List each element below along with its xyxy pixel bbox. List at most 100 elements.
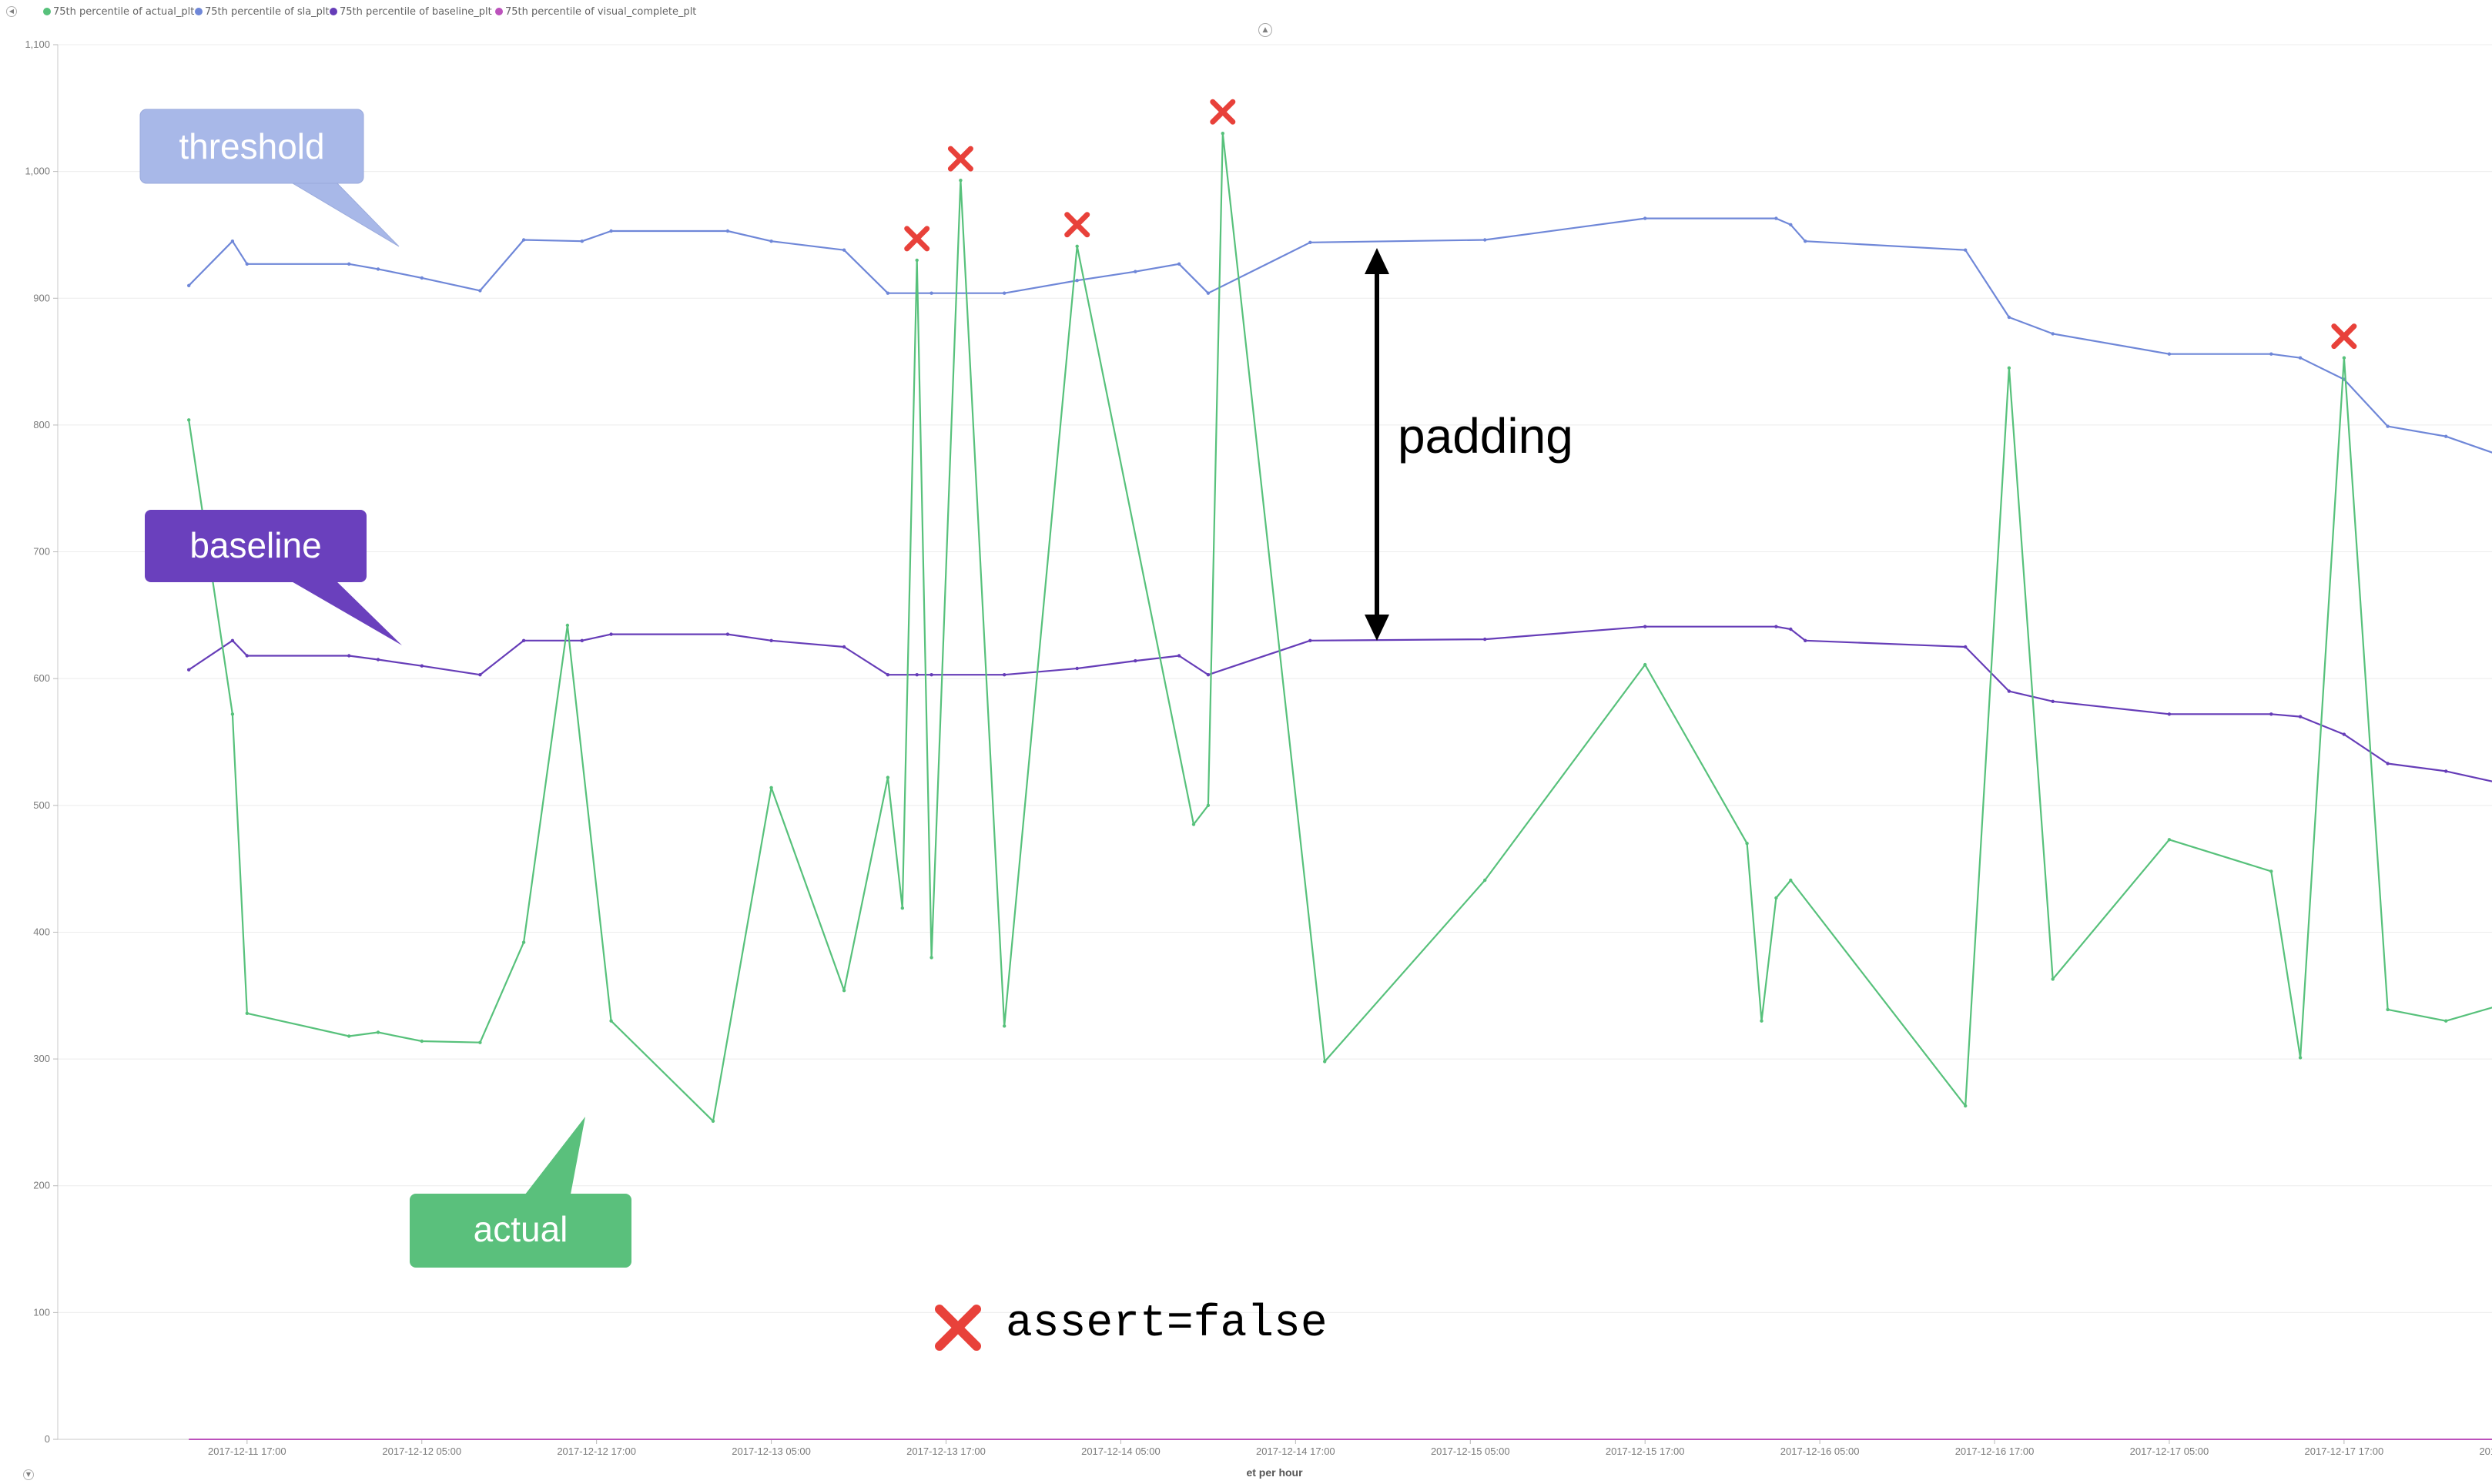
data-point-actual-plt [769, 786, 773, 789]
red-x-stroke [1064, 212, 1090, 238]
red-x-stroke [947, 146, 973, 172]
legend-collapse-icon[interactable]: ◀ [6, 6, 17, 17]
series-lines [187, 132, 2492, 1440]
data-point-actual-plt [842, 989, 846, 993]
red-x-icon [904, 226, 930, 252]
red-x-icon [1064, 212, 1090, 238]
chevron-down-icon[interactable]: ▼ [23, 1469, 34, 1480]
baseline-callout: baseline [145, 510, 402, 645]
data-point-baseline-plt [929, 673, 933, 677]
legend-item-actual[interactable]: 75th percentile of actual_plt [43, 6, 194, 18]
data-point-sla-plt [1964, 248, 1968, 252]
data-point-sla-plt [2298, 356, 2303, 360]
actual-callout-pointer [522, 1117, 585, 1198]
data-point-baseline-plt [886, 673, 890, 677]
fail-markers [904, 99, 2357, 350]
data-point-actual-plt [886, 775, 890, 779]
data-point-sla-plt [1206, 291, 1211, 295]
baseline-callout-label: baseline [189, 525, 321, 565]
x-tick-label: 2017-12-13 17:00 [906, 1445, 986, 1457]
data-point-sla-plt [886, 291, 890, 295]
legend-item-baseline[interactable]: 75th percentile of baseline_plt [330, 6, 492, 18]
threshold-callout-pointer [283, 178, 400, 247]
data-point-baseline-plt [2051, 699, 2055, 703]
y-tick-label: 800 [33, 419, 50, 430]
data-point-sla-plt [1774, 216, 1778, 220]
data-point-baseline-plt [1177, 654, 1181, 658]
red-x-icon [2331, 323, 2357, 350]
data-point-baseline-plt [1804, 638, 1807, 642]
legend-label-baseline: 75th percentile of baseline_plt [340, 6, 492, 18]
assert-false-label: assert=false [1006, 1299, 1328, 1349]
data-point-baseline-plt [1483, 637, 1487, 642]
x-axis: 2017-12-11 17:00 2017-12-12 05:00 2017-12-… [58, 1439, 2492, 1457]
data-point-actual-plt [1964, 1104, 1968, 1108]
chevron-up-icon[interactable]: ▲ [1258, 23, 1272, 37]
data-point-sla-plt [376, 267, 380, 271]
data-point-baseline-plt [842, 645, 846, 649]
data-point-baseline-plt [1964, 645, 1968, 649]
legend-item-visual-complete[interactable]: 75th percentile of visual_complete_plt [495, 6, 696, 18]
legend: ◀ 75th percentile of actual_plt 75th per… [0, 0, 924, 23]
data-point-sla-plt [580, 240, 584, 243]
y-tick-label: 200 [33, 1180, 50, 1191]
x-tick-label: 2017-12-15 05:00 [1431, 1445, 1510, 1457]
threshold-callout-label: threshold [179, 126, 324, 166]
y-tick-label: 500 [33, 799, 50, 811]
legend-dot-visual-complete [495, 8, 503, 15]
data-point-actual-plt [347, 1034, 351, 1038]
x-tick-label: 2017-12-11 17:00 [208, 1445, 286, 1457]
data-point-baseline-plt [2167, 712, 2172, 716]
x-tick-label: 2017-12-16 17:00 [1955, 1445, 2035, 1457]
legend-dot-baseline [330, 8, 337, 15]
data-point-sla-plt [230, 240, 235, 243]
data-point-sla-plt [842, 248, 846, 252]
data-point-actual-plt [2167, 838, 2172, 842]
data-point-sla-plt [1804, 240, 1807, 243]
data-point-actual-plt [2386, 1007, 2390, 1012]
data-point-baseline-plt [2007, 689, 2011, 693]
data-point-sla-plt [1643, 216, 1647, 220]
data-point-actual-plt [2298, 1056, 2303, 1060]
data-point-actual-plt [1191, 822, 1196, 826]
actual-callout: actual [410, 1117, 631, 1268]
data-point-baseline-plt [1003, 673, 1007, 677]
data-point-baseline-plt [1774, 625, 1778, 628]
data-point-actual-plt [900, 906, 905, 910]
data-point-baseline-plt [1308, 638, 1312, 642]
data-point-actual-plt [1206, 803, 1211, 808]
legend-dot-actual [43, 8, 51, 15]
data-point-baseline-plt [347, 654, 351, 658]
y-tick-label: 700 [33, 546, 50, 558]
data-point-sla-plt [2007, 315, 2011, 320]
data-point-actual-plt [1774, 896, 1778, 900]
data-point-baseline-plt [1134, 658, 1137, 663]
red-x-icon [947, 146, 973, 172]
data-point-sla-plt [2167, 352, 2172, 356]
data-point-baseline-plt [2342, 732, 2346, 736]
data-point-sla-plt [2269, 352, 2273, 356]
y-tick-label: 1,000 [25, 166, 50, 177]
padding-arrow-head-bottom [1365, 615, 1389, 641]
data-point-actual-plt [187, 418, 191, 422]
data-point-actual-plt [1003, 1024, 1007, 1028]
x-tick-label: 2017-12-13 05:00 [732, 1445, 811, 1457]
data-point-actual-plt [711, 1119, 715, 1124]
data-point-actual-plt [245, 1011, 249, 1016]
data-point-actual-plt [1760, 1019, 1763, 1023]
data-point-baseline-plt [2386, 762, 2390, 765]
x-tick-label: 2017-12-12 17:00 [557, 1445, 636, 1457]
data-point-actual-plt [1643, 662, 1647, 667]
data-point-actual-plt [521, 940, 526, 944]
series-line-actual-plt [188, 132, 2492, 1122]
y-tick-label: 300 [33, 1053, 50, 1064]
x-tick-label: 2017-12-17 17:00 [2305, 1445, 2384, 1457]
data-point-actual-plt [1075, 244, 1079, 248]
data-point-actual-plt [1483, 878, 1487, 883]
data-point-actual-plt [565, 623, 570, 628]
data-point-sla-plt [1003, 291, 1007, 295]
padding-arrow [1365, 248, 1389, 641]
data-point-baseline-plt [1643, 625, 1647, 628]
legend-item-sla[interactable]: 75th percentile of sla_plt [195, 6, 330, 18]
